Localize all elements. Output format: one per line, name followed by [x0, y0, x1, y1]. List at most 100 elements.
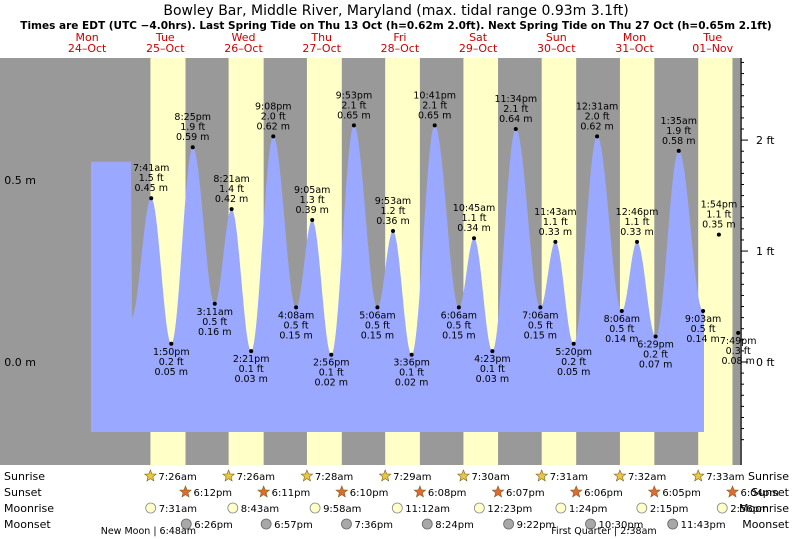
sunset-time: 6:10pm — [350, 488, 389, 499]
sunset-icon — [491, 485, 505, 498]
tide-label: 0.2 ft — [159, 357, 184, 368]
tide-label: 1.2 ft — [380, 206, 405, 217]
tide-label: 1.1 ft — [543, 217, 568, 228]
moonrise-time: 7:31am — [159, 504, 197, 515]
low-tide-point — [329, 352, 334, 357]
day-label-date: 24–Oct — [68, 42, 107, 55]
chart-title: Bowley Bar, Middle River, Maryland (max.… — [163, 3, 628, 19]
tide-label: 0.5 ft — [528, 320, 553, 331]
low-tide-point — [375, 305, 380, 310]
sunset-icon — [179, 485, 192, 498]
moon-phase-label: New Moon | 6:48am — [101, 526, 196, 537]
tide-label: 1:54pm — [701, 200, 738, 211]
day-label-dow: Tue — [702, 31, 722, 44]
astro-row-label-left: Moonset — [4, 518, 51, 531]
sunset-time: 6:08pm — [428, 488, 467, 499]
moonset-time: 8:24pm — [435, 520, 474, 531]
low-tide-point — [736, 330, 741, 335]
sunset-time: 6:07pm — [506, 488, 545, 499]
moonrise-icon — [473, 502, 485, 514]
tide-label: 1.5 ft — [139, 173, 164, 184]
tide-label: 3:11am — [197, 307, 233, 318]
moonrise-icon — [716, 502, 728, 514]
day-label-dow: Mon — [75, 31, 98, 44]
tide-label: 0.03 m — [234, 374, 267, 385]
sunset-time: 6:11pm — [272, 488, 311, 499]
tide-label: 0.33 m — [539, 227, 572, 238]
low-tide-point — [249, 349, 254, 354]
moonset-icon — [260, 518, 272, 530]
sunset-icon — [569, 485, 583, 498]
tide-label: 11:34pm — [494, 94, 537, 105]
sunrise-time: 7:28am — [315, 472, 353, 483]
tide-label: 0.35 m — [702, 220, 735, 231]
sunrise-icon — [143, 469, 157, 482]
moonrise-time: 2:15pm — [650, 504, 689, 515]
tide-label: 9:08pm — [255, 101, 292, 112]
moonrise-time: 8:43am — [241, 504, 279, 515]
tide-label: 0.15 m — [524, 330, 557, 341]
tide-label: 0.39 m — [295, 205, 328, 216]
tide-label: 9:03am — [685, 314, 721, 325]
astro-row-label-right: Sunrise — [748, 470, 789, 483]
tide-label: 0.14 m — [686, 334, 719, 345]
sunset-icon — [413, 485, 427, 498]
tide-label: 0.59 m — [176, 132, 209, 143]
tide-label: 2.0 ft — [585, 111, 610, 122]
sunset-time: 6:06pm — [584, 488, 623, 499]
tide-label: 1.9 ft — [180, 122, 205, 133]
tide-label: 2:56pm — [313, 358, 350, 369]
sunset-time: 6:05pm — [662, 488, 701, 499]
tide-label: 0.62 m — [580, 121, 613, 132]
low-tide-point — [653, 334, 658, 339]
tide-label: 0.03 m — [476, 374, 509, 385]
moonrise-icon — [227, 502, 239, 514]
day-label-date: 28–Oct — [381, 42, 420, 55]
y-right-tick-label: 1 ft — [756, 245, 775, 258]
day-label-date: 01–Nov — [692, 42, 733, 55]
moonrise-icon — [145, 502, 157, 514]
y-left-tick-label: 0.0 m — [4, 356, 36, 369]
tide-label: 0.33 m — [620, 227, 653, 238]
tide-label: 0.5 ft — [446, 320, 471, 331]
tide-label: 1.4 ft — [219, 184, 244, 195]
tide-label: 0.5 ft — [284, 320, 309, 331]
tide-label: 1.1 ft — [462, 213, 487, 224]
sunrise-time: 7:32am — [628, 472, 666, 483]
sunset-time: 6:12pm — [194, 488, 233, 499]
high-tide-point — [513, 127, 518, 132]
tide-label: 5:06am — [359, 310, 395, 321]
tide-label: 6:06am — [441, 310, 477, 321]
tide-label: 5:20pm — [555, 347, 592, 358]
sunrise-icon — [691, 469, 705, 482]
tide-label: 0.05 m — [155, 367, 188, 378]
tide-label: 4:08am — [278, 310, 314, 321]
tide-label: 0.2 ft — [561, 357, 586, 368]
tide-label: 0.5 ft — [202, 317, 227, 328]
tide-label: 0.5 ft — [365, 320, 390, 331]
tide-label: 2.1 ft — [341, 100, 366, 111]
tide-label: 6:29pm — [637, 340, 674, 351]
tide-label: 9:53am — [375, 196, 411, 207]
moonrise-time: 2:56pm — [730, 504, 769, 515]
day-label-date: 31–Oct — [615, 42, 654, 55]
tide-label: 3:36pm — [393, 358, 430, 369]
day-label-dow: Fri — [393, 31, 406, 44]
high-tide-point — [472, 236, 477, 241]
moonrise-time: 1:24pm — [569, 504, 608, 515]
moonset-time: 6:26pm — [194, 520, 233, 531]
moonset-icon — [180, 518, 192, 530]
sunset-icon — [335, 485, 349, 498]
moonset-time: 10:30pm — [599, 520, 644, 531]
tide-label: 0.62 m — [257, 121, 290, 132]
tide-label: 0.14 m — [605, 334, 638, 345]
low-tide-point — [409, 352, 414, 357]
tide-label: 11:43am — [534, 207, 576, 218]
day-label-dow: Wed — [232, 31, 256, 44]
tide-label: 1.3 ft — [300, 195, 325, 206]
day-label-dow: Sun — [546, 31, 567, 44]
tide-label: 8:25pm — [174, 112, 211, 123]
day-label-dow: Thu — [310, 31, 332, 44]
tide-label: 1.9 ft — [666, 126, 691, 137]
